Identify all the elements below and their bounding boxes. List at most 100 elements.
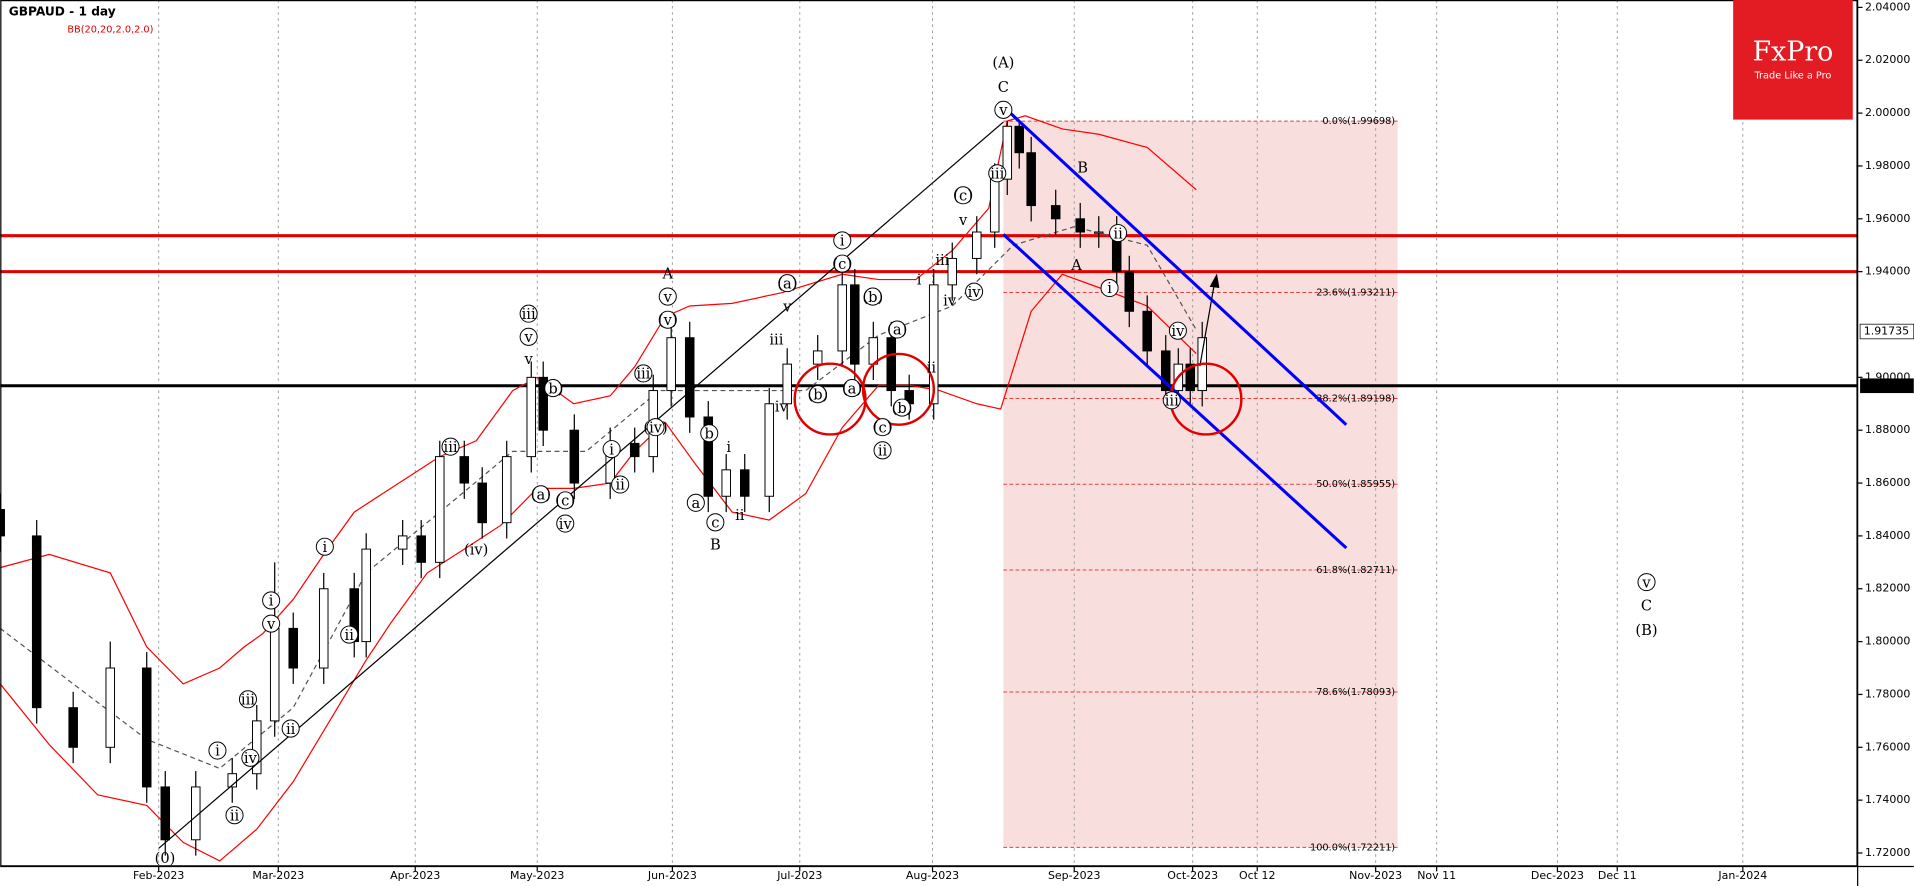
wave-label: iv (775, 399, 789, 416)
wave-label: iii (522, 306, 536, 323)
candle-body (227, 773, 238, 788)
wave-label: iv (968, 284, 982, 301)
wave-circle (1168, 321, 1187, 340)
y-tick-label: 1.72000 (1865, 846, 1910, 859)
y-tick-label: 1.94000 (1865, 265, 1910, 278)
wave-label: (b) (807, 386, 828, 403)
wave-label: (a) (887, 322, 907, 339)
wave-circle (556, 514, 575, 533)
x-tick-label: Oct-2023 (1167, 869, 1218, 882)
wave-label: i (1107, 280, 1112, 297)
wave-label: v (1641, 574, 1651, 591)
candle-body (538, 376, 548, 431)
wave-label: iii (935, 252, 949, 269)
candle-body (526, 376, 537, 458)
wave-circle (808, 385, 827, 404)
candle-body (141, 667, 152, 788)
candle-body (812, 350, 823, 365)
candle-body (629, 442, 640, 458)
wave-circle (658, 287, 677, 306)
wave-label: ii (230, 807, 240, 824)
candle-body (1026, 152, 1036, 207)
logo-box (1733, 0, 1853, 120)
wave-label: v (998, 102, 1008, 119)
y-tick-label: 1.86000 (1865, 476, 1910, 489)
wave-label: A (661, 266, 673, 283)
wave-label: ii (1113, 225, 1123, 242)
wave-circle (965, 282, 984, 301)
wave-circle (1109, 224, 1128, 243)
candle-body (928, 284, 939, 405)
wave-label: (c) (832, 256, 852, 273)
channel-line (1002, 233, 1348, 550)
wave-circle (873, 441, 892, 460)
candle-body (666, 337, 676, 392)
wave-circle (441, 437, 460, 456)
candle-body (1075, 218, 1085, 233)
candle-body (269, 627, 280, 722)
fib-label: 78.6%(1.78093) (1316, 687, 1395, 698)
wave-circle (700, 424, 719, 443)
wave-circle (519, 304, 538, 323)
x-tick-label: May-2023 (510, 869, 564, 882)
wave-circle (954, 186, 973, 205)
wave-circle (531, 485, 550, 504)
x-tick-label: Dec 11 (1598, 869, 1637, 882)
wave-circle (833, 231, 852, 250)
wave-label: (a) (777, 275, 797, 292)
grid-layer (158, 0, 1744, 867)
candle-body (318, 588, 329, 669)
wave-label: ii (615, 477, 625, 494)
wave-label: i (269, 593, 274, 610)
y-tick-label: 1.74000 (1865, 793, 1910, 806)
candle-body (764, 403, 775, 497)
channel-line (1008, 111, 1348, 426)
wave-label: (B) (1635, 622, 1657, 639)
wave-label: C (1641, 598, 1652, 615)
y-tick-label: 2.00000 (1865, 106, 1910, 119)
highlight-circle (861, 352, 936, 426)
wave-label: (a) (531, 486, 551, 503)
wave-labels: (A)Cv(0)iiiiviiiiiiviiiiii(iv)iiivv(b)(a… (155, 54, 1658, 867)
wave-circle (863, 287, 882, 306)
wave-circle (888, 320, 907, 339)
wave-circle (988, 164, 1007, 183)
wave-label: i (322, 539, 327, 556)
candle-body (288, 627, 299, 669)
x-tick-label: Feb-2023 (133, 869, 184, 882)
logo: FxPro Trade Like a Pro (1733, 0, 1853, 120)
candle-body (434, 456, 445, 563)
candle-body (361, 548, 371, 643)
wave-label: iii (241, 692, 255, 709)
wave-label: (b) (543, 380, 564, 397)
wave-label: a (691, 495, 700, 512)
wave-label: i (917, 272, 922, 289)
candle-body (721, 469, 731, 497)
wave-circle (1100, 278, 1119, 298)
candle-body (252, 720, 262, 775)
candle-body (684, 337, 695, 418)
candle-body (68, 707, 78, 748)
wave-label: ii (286, 721, 296, 738)
wave-label: iii (769, 331, 783, 348)
y-tick-label: 1.76000 (1865, 740, 1910, 753)
wave-circle (778, 274, 797, 293)
wave-label: (0) (155, 850, 176, 867)
wave-label: ii (927, 360, 937, 377)
wave-circle (225, 806, 244, 825)
fib-label: 50.0%(1.85955) (1316, 479, 1395, 490)
wave-label: A (1070, 257, 1082, 274)
wave-circle (556, 491, 575, 510)
arrow-head (1209, 273, 1220, 289)
x-tick-label: Jun-2023 (647, 869, 697, 882)
fib-label: 23.6%(1.93211) (1316, 287, 1395, 298)
current-price-label: 1.91735 (1864, 325, 1909, 338)
y-tick-label: 1.78000 (1865, 687, 1910, 700)
indicator-label: BB(20,20,2.0,2.0) (67, 24, 153, 35)
x-tick-label: Apr-2023 (390, 869, 440, 882)
candle-body (105, 667, 116, 748)
wave-label: (c) (953, 187, 973, 204)
